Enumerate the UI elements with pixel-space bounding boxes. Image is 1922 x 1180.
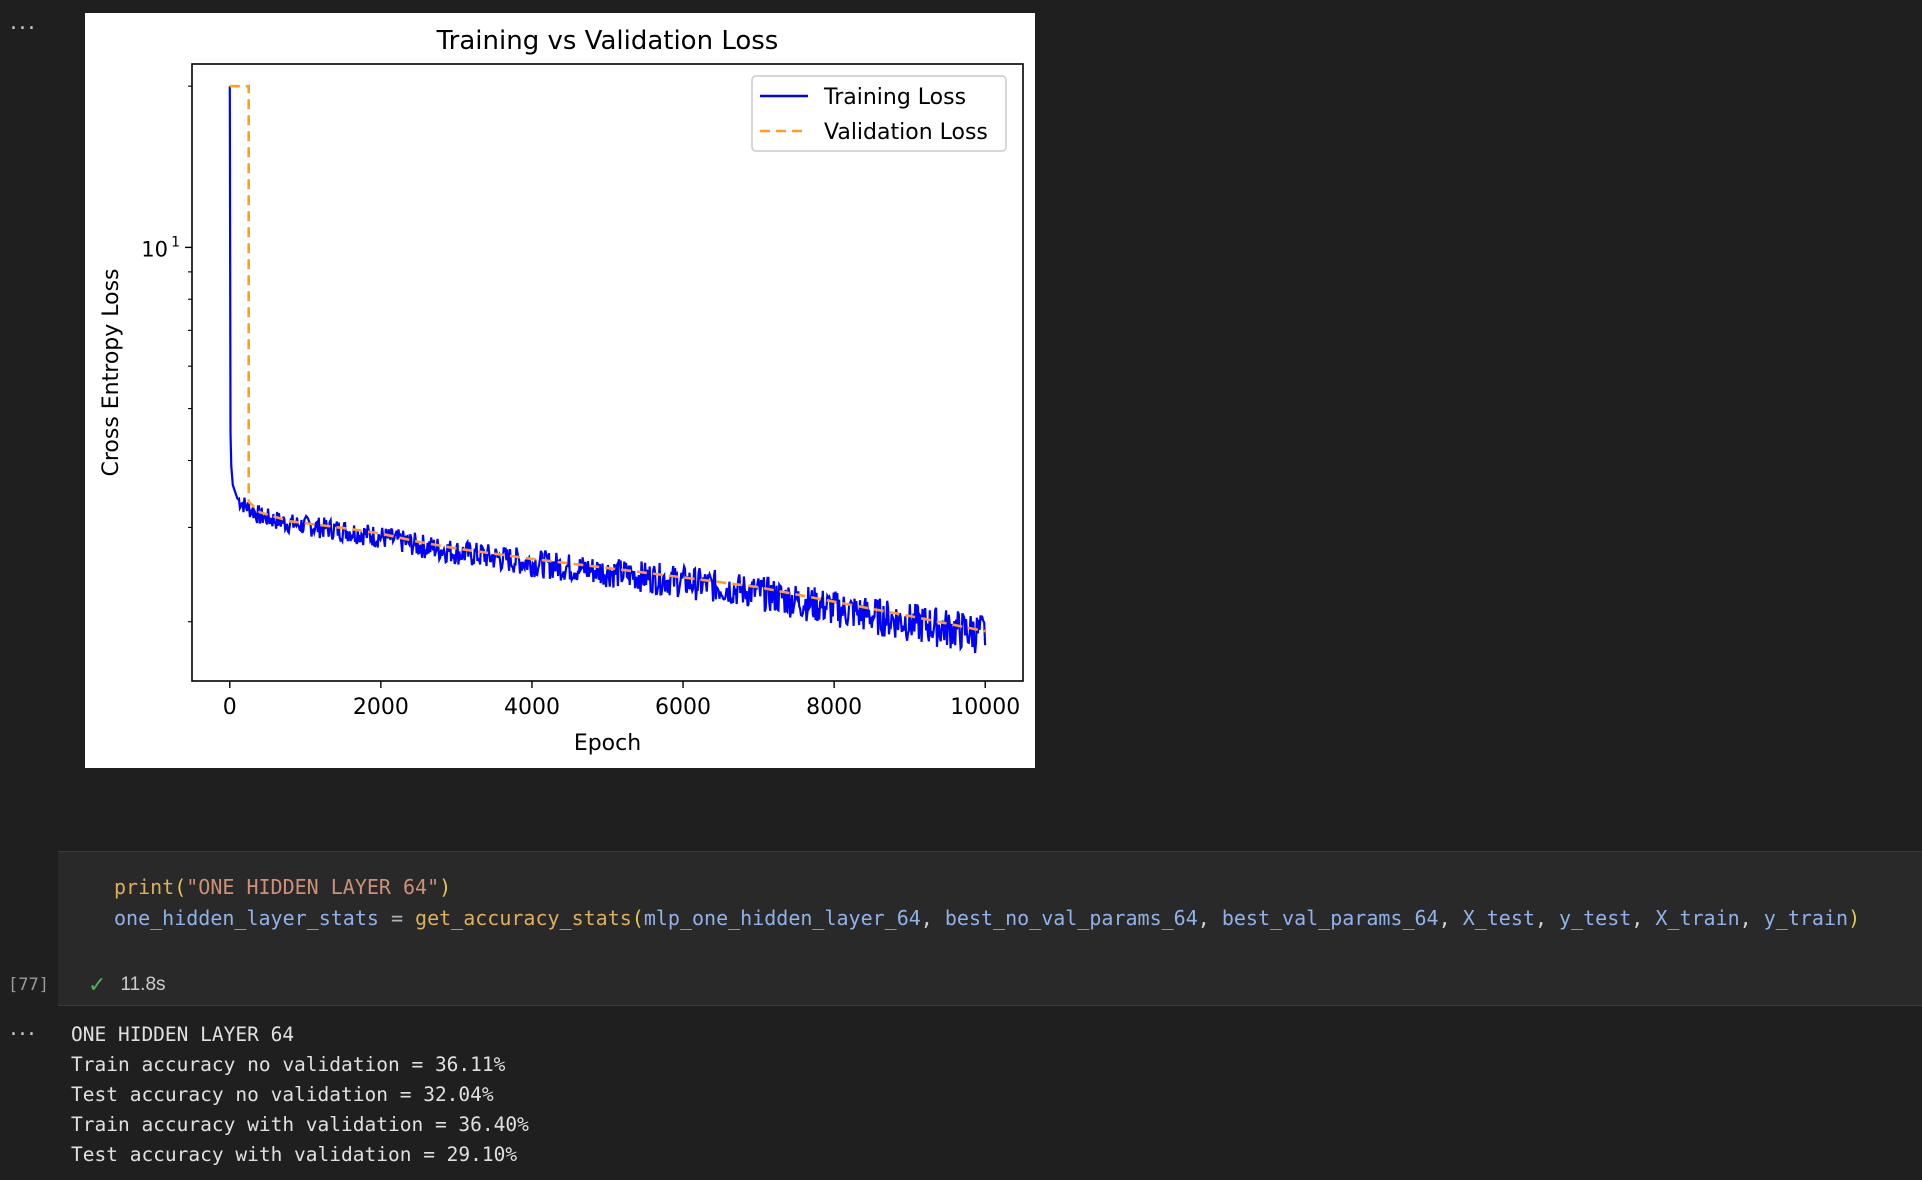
x-tick-label: 4000 bbox=[504, 695, 560, 720]
chart-title: Training vs Validation Loss bbox=[436, 26, 779, 56]
output-line: Train accuracy with validation = 36.40% bbox=[71, 1113, 529, 1136]
x-tick-label: 2000 bbox=[353, 695, 409, 720]
output-line: ONE HIDDEN LAYER 64 bbox=[71, 1023, 295, 1046]
code-token-arg: mlp_one_hidden_layer_64 bbox=[643, 906, 921, 930]
code-token-arg: best_val_params_64 bbox=[1221, 906, 1439, 930]
x-tick-label: 0 bbox=[223, 695, 237, 720]
cell-status: ✓ 11.8s bbox=[88, 972, 166, 998]
code-line-2: one_hidden_layer_stats = get_accuracy_st… bbox=[114, 906, 1860, 930]
legend-box bbox=[751, 75, 1007, 152]
output-line: Test accuracy no validation = 32.04% bbox=[71, 1083, 494, 1106]
loss-chart-svg: Training vs Validation Loss 0 2000 4000 6000… bbox=[99, 26, 1024, 756]
code-token-var: one_hidden_layer_stats bbox=[114, 906, 379, 930]
output-menu-icon[interactable]: ... bbox=[10, 1016, 37, 1041]
code-token-string: "ONE HIDDEN LAYER 64" bbox=[186, 875, 440, 899]
code-token-arg: X_train bbox=[1655, 906, 1740, 930]
y-tick-label-exponent: 1 bbox=[171, 234, 180, 250]
code-token-sep: , bbox=[1534, 906, 1560, 930]
code-token-arg: y_test bbox=[1559, 906, 1632, 930]
code-token-arg: X_test bbox=[1462, 906, 1535, 930]
code-token-paren: ( bbox=[631, 906, 644, 930]
code-token-paren: ( bbox=[174, 875, 187, 899]
code-editor[interactable]: print("ONE HIDDEN LAYER 64") one_hidden_… bbox=[114, 872, 1860, 934]
code-token-sep: , bbox=[920, 906, 945, 930]
y-tick-label: 10 bbox=[141, 237, 168, 261]
code-args: mlp_one_hidden_layer_64, best_no_val_par… bbox=[644, 906, 1848, 930]
output-line: Test accuracy with validation = 29.10% bbox=[71, 1143, 518, 1166]
output-menu-icon[interactable]: ... bbox=[10, 10, 37, 35]
legend-label-training: Training Loss bbox=[823, 85, 966, 110]
cell-duration: 11.8s bbox=[120, 974, 166, 995]
x-tick-label: 6000 bbox=[655, 695, 711, 720]
cell-output: ONE HIDDEN LAYER 64 Train accuracy no val… bbox=[71, 1020, 529, 1170]
code-token-arg: best_no_val_params_64 bbox=[944, 906, 1198, 930]
code-token-arg: y_train bbox=[1763, 906, 1849, 930]
code-token-sep: , bbox=[1438, 906, 1463, 930]
loss-chart: Training vs Validation Loss 0 2000 4000 6000… bbox=[85, 13, 1035, 768]
code-token-fn: print bbox=[114, 875, 175, 899]
x-axis-label: Epoch bbox=[574, 731, 641, 756]
y-axis-label: Cross Entropy Loss bbox=[99, 268, 124, 476]
execution-count: [77] bbox=[8, 975, 49, 995]
check-icon: ✓ bbox=[88, 972, 107, 997]
x-tick-label: 8000 bbox=[806, 695, 862, 720]
legend-label-validation: Validation Loss bbox=[824, 120, 988, 145]
code-token-paren: ) bbox=[439, 875, 452, 899]
code-token-sep: , bbox=[1197, 906, 1222, 930]
code-token-sep: , bbox=[1739, 906, 1764, 930]
plot-frame bbox=[191, 63, 1024, 682]
code-cell[interactable]: print("ONE HIDDEN LAYER 64") one_hidden_… bbox=[58, 851, 1922, 1006]
code-token-fn: get_accuracy_stats bbox=[415, 906, 632, 930]
series-validation-loss-line bbox=[229, 84, 986, 633]
code-token-sep: , bbox=[1631, 906, 1656, 930]
code-token-paren: ) bbox=[1848, 906, 1861, 930]
code-line-1: print("ONE HIDDEN LAYER 64") bbox=[114, 875, 451, 899]
series-training-loss-line bbox=[228, 86, 987, 654]
output-line: Train accuracy no validation = 36.11% bbox=[71, 1053, 506, 1076]
x-tick-label: 10000 bbox=[950, 695, 1020, 720]
code-token-op: = bbox=[378, 906, 416, 930]
